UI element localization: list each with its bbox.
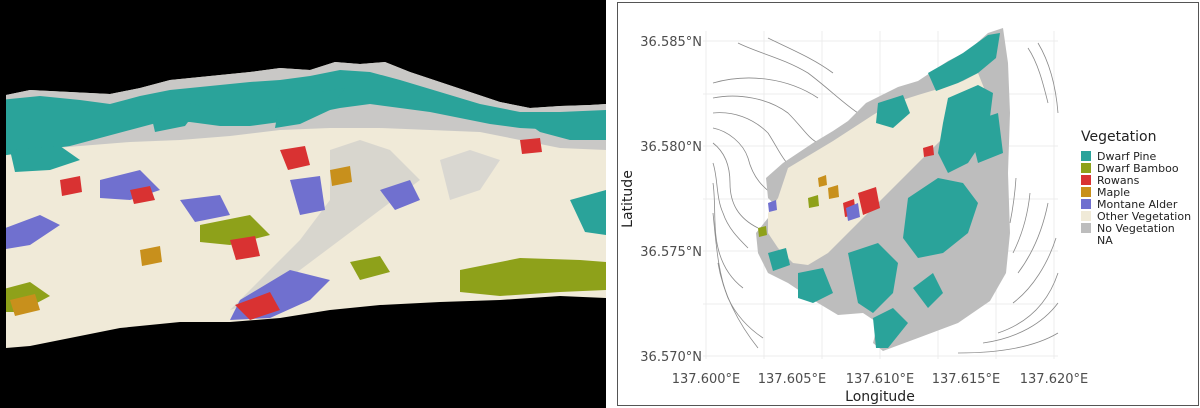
dwarf-pine-area [848,243,898,313]
dwarf-pine-area [873,308,908,348]
legend-label: Maple [1097,186,1130,199]
x-tick-label: 137.615°E [932,372,1000,387]
legend-swatch [1081,151,1091,161]
montane-alder-patch [180,195,230,222]
other-vegetation-area [768,73,986,265]
vegetation-3d-view [0,0,606,408]
rowans-patch [520,138,542,154]
y-axis: 36.585°N 36.580°N 36.575°N 36.570°N [640,35,702,365]
legend-label: Other Vegetation [1097,210,1191,223]
x-tick-label: 137.605°E [758,372,826,387]
rowans-patch [235,292,280,320]
dwarf-bamboo-patch [460,258,606,296]
montane-alder-patch [6,215,60,250]
legend-label: No Vegetation [1097,222,1175,235]
legend-swatch [1081,211,1091,221]
y-tick-label: 36.570°N [640,350,702,365]
maple-area [818,175,827,187]
legend-title: Vegetation [1081,129,1157,145]
maple-area [828,185,839,199]
dwarf-bamboo-patch [350,256,390,280]
rowans-patch [60,176,82,196]
maple-patch [10,294,40,316]
montane-alder-area [846,203,860,221]
x-axis: 137.600°E 137.605°E 137.610°E 137.615°E … [672,372,1088,387]
dwarf-pine-area [968,113,1003,163]
legend-swatch [1081,163,1091,173]
rowans-patch [280,146,310,170]
legend-swatch [1081,187,1091,197]
montane-alder-patch [380,180,420,210]
dwarf-pine-area [913,273,943,308]
scree [230,140,420,310]
legend-swatch [1081,199,1091,209]
y-tick-label: 36.575°N [640,245,702,260]
dwarf-pine-patch [520,116,606,140]
dwarf-bamboo-area [808,195,819,208]
vegetation-map-panel: 36.585°N 36.580°N 36.575°N 36.570°N 137.… [617,2,1199,406]
dwarf-pine-area [768,248,790,271]
y-tick-label: 36.585°N [640,35,702,50]
vegetation-region [756,28,1010,351]
terrain-render [6,62,606,348]
y-axis-title: Latitude [620,170,636,228]
rowans-patch [130,186,155,204]
x-tick-label: 137.600°E [672,372,740,387]
montane-alder-area [768,200,777,212]
dwarf-pine-area [928,33,1000,91]
rowans-area [923,145,934,157]
dwarf-pine-patch [570,190,606,235]
montane-alder-patch [290,176,325,215]
x-tick-label: 137.610°E [846,372,914,387]
scree [440,150,500,200]
legend-label: Dwarf Bamboo [1097,162,1179,175]
dwarf-pine-patch [10,146,80,172]
legend-swatch [1081,175,1091,185]
contour-lines [712,37,1059,354]
legend-label: Dwarf Pine [1097,150,1157,163]
dwarf-bamboo-area [758,226,767,237]
dwarf-pine-area [798,268,833,303]
dwarf-pine-patch [275,88,345,128]
x-tick-label: 137.620°E [1020,372,1088,387]
rowans-patch [230,236,260,260]
legend-swatch [1081,223,1091,233]
legend-swatch [1081,235,1091,245]
legend-label: Montane Alder [1097,198,1178,211]
dwarf-pine-area [938,85,993,173]
rowans-area [858,187,880,215]
maple-patch [140,246,162,266]
legend-label: NA [1097,234,1113,247]
dwarf-pine-area [876,95,910,128]
vegetation-map: 36.585°N 36.580°N 36.575°N 36.570°N 137.… [620,28,1191,405]
maple-patch [330,166,352,186]
legend-label: Rowans [1097,174,1140,187]
x-axis-title: Longitude [845,389,915,405]
dwarf-pine-patch [150,100,200,132]
y-tick-label: 36.580°N [640,140,702,155]
dwarf-pine-area [903,178,978,258]
